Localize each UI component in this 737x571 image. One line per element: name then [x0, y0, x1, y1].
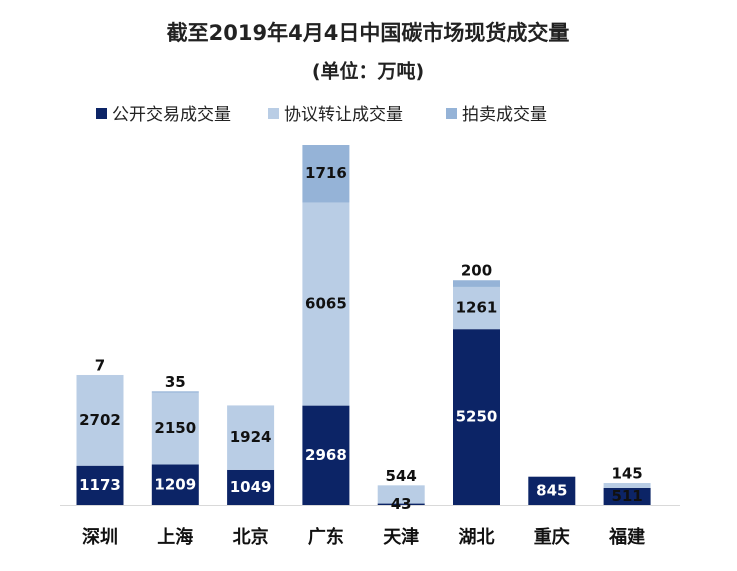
legend-swatch: [96, 108, 107, 119]
chart-subtitle: (单位：万吨): [312, 60, 424, 83]
data-label: 1716: [305, 164, 347, 182]
bar-segment: [453, 286, 500, 330]
x-tick-label: 广东: [308, 526, 344, 548]
x-tick-label: 重庆: [534, 526, 570, 548]
data-label: 2702: [79, 411, 121, 429]
x-tick-label: 湖北: [459, 527, 495, 548]
data-label: 5250: [456, 408, 498, 426]
bar-segment: [302, 145, 350, 203]
legend-label: 协议转让成交量: [284, 105, 403, 125]
x-tick-label: 上海: [157, 526, 193, 548]
bar-segment: [453, 329, 500, 505]
data-label: 43: [391, 495, 412, 513]
x-tick-label: 深圳: [82, 526, 118, 548]
data-label: 7: [95, 356, 105, 374]
bar-segment: [528, 476, 576, 505]
data-label: 1261: [456, 299, 498, 317]
bar-segment: [603, 487, 651, 505]
data-label: 1049: [230, 478, 272, 496]
bar-segment: [377, 485, 425, 504]
legend-swatch: [268, 108, 279, 119]
bar-segment: [151, 464, 199, 505]
data-label: 145: [611, 465, 642, 483]
bar-segment: [603, 483, 651, 488]
x-tick-label: 福建: [608, 526, 645, 548]
data-label: 35: [165, 373, 186, 391]
bar-segment: [302, 405, 350, 505]
data-label: 544: [386, 467, 417, 485]
legend-label: 公开交易成交量: [112, 105, 231, 125]
bar-segment: [76, 375, 124, 466]
bar-segment: [227, 469, 275, 505]
data-label: 200: [461, 262, 492, 280]
bar-segment: [302, 202, 350, 406]
data-label: 845: [536, 481, 567, 499]
bar-segment: [453, 280, 500, 287]
bar-segment: [377, 503, 425, 505]
bar-segment: [151, 391, 199, 393]
x-tick-label: 天津: [383, 526, 419, 548]
data-label: 2968: [305, 446, 347, 464]
data-label: 511: [611, 487, 642, 505]
legend-label: 拍卖成交量: [462, 105, 547, 125]
data-label: 1924: [230, 428, 272, 446]
legend-swatch: [446, 108, 457, 119]
bar-segment: [76, 465, 124, 505]
data-label: 1173: [79, 476, 121, 494]
data-label: 2150: [154, 419, 196, 437]
data-label: 1209: [154, 475, 196, 493]
chart-title: 截至2019年4月4日中国碳市场现货成交量: [167, 21, 570, 45]
x-tick-label: 北京: [233, 526, 269, 548]
bar-segment: [151, 392, 199, 465]
data-label: 6065: [305, 295, 347, 313]
bar-segment: [227, 405, 275, 470]
